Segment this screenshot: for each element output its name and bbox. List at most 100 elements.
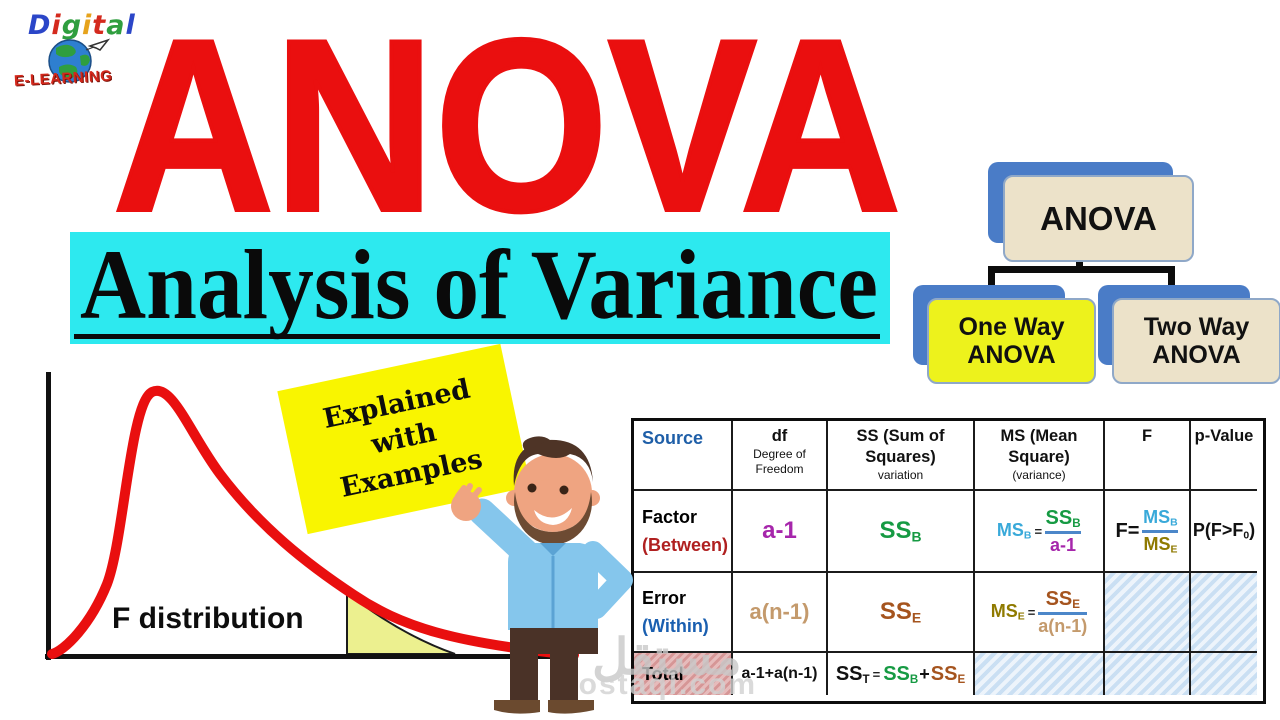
header-main: F bbox=[1141, 427, 1153, 445]
subtitle: Analysis of Variance bbox=[80, 229, 878, 340]
col-header-p: p-Value bbox=[1191, 421, 1257, 491]
equals: = bbox=[872, 666, 881, 682]
eye bbox=[559, 485, 569, 495]
cell-error-df: a(n-1) bbox=[733, 573, 828, 653]
main-title: ANOVA bbox=[111, 18, 903, 233]
plus-sign: + bbox=[919, 663, 930, 684]
flow-oneway-box: One Way ANOVA bbox=[927, 298, 1096, 384]
cell-error-ss: SSE bbox=[828, 573, 975, 653]
ms-lhs: MSE bbox=[990, 601, 1025, 623]
logo-letter: i bbox=[51, 10, 62, 41]
globe-icon bbox=[48, 38, 111, 83]
logo-letter: a bbox=[106, 10, 126, 41]
header-main: df bbox=[771, 427, 788, 445]
row-paren: (Between) bbox=[642, 534, 729, 555]
cell-factor-df: a-1 bbox=[733, 491, 828, 573]
flow-connector bbox=[988, 270, 995, 298]
equals: = bbox=[1027, 604, 1036, 620]
header-main: MS (Mean bbox=[1000, 427, 1078, 445]
equals: = bbox=[1034, 523, 1043, 539]
f-fraction: MSB MSE bbox=[1142, 506, 1179, 556]
cell-factor-f: F= MSB MSE bbox=[1105, 491, 1191, 573]
cell-error-ms: MSE = SSE a(n-1) bbox=[975, 573, 1105, 653]
logo-letter: t bbox=[92, 10, 107, 41]
f-distribution-label: F distribution bbox=[112, 602, 304, 635]
row-name: Error bbox=[642, 587, 687, 608]
logo-digital-text: Digital bbox=[28, 10, 136, 41]
fist-fingers bbox=[455, 483, 482, 499]
header-sub: Degree of bbox=[753, 446, 806, 461]
flow-connector bbox=[988, 266, 1175, 273]
numerator: SSE bbox=[1045, 587, 1080, 611]
df-value: a(n-1) bbox=[749, 599, 810, 624]
cartoon-man bbox=[451, 436, 633, 714]
watermark-latin: mostaql.com bbox=[550, 668, 758, 701]
akimbo-arm bbox=[582, 541, 633, 619]
fraction-bar bbox=[1142, 529, 1179, 533]
f-prefix: F= bbox=[1115, 519, 1140, 542]
cheeks bbox=[528, 479, 578, 511]
header-main: Squares) bbox=[865, 447, 936, 466]
df-value: a-1 bbox=[762, 517, 797, 544]
cell-total-p-empty bbox=[1191, 653, 1257, 695]
ms-fraction: SSB a-1 bbox=[1045, 506, 1082, 556]
ss-total-t1: SSB bbox=[883, 662, 919, 686]
eye bbox=[527, 483, 537, 493]
subtitle-text: Analysis of Variance bbox=[80, 232, 878, 340]
header-main: Square) bbox=[1008, 447, 1070, 466]
cell-total-f-empty bbox=[1105, 653, 1191, 695]
anova-summary-table: Source df Degree of Freedom SS (Sum of S… bbox=[631, 418, 1266, 704]
numerator: SSB bbox=[1045, 506, 1081, 530]
df-value: a-1+a(n-1) bbox=[741, 665, 818, 682]
flow-root-box: ANOVA bbox=[1003, 175, 1194, 262]
cell-total-ss: SST = SSB + SSE bbox=[828, 653, 975, 695]
ss-symbol: SSB bbox=[879, 517, 922, 545]
main-title-text: ANOVA bbox=[113, 18, 901, 233]
flow-root-label: ANOVA bbox=[1040, 199, 1157, 237]
row-paren: (Within) bbox=[642, 615, 709, 636]
flow-twoway-label: Two Way ANOVA bbox=[1143, 313, 1250, 369]
cell-total-ms-empty bbox=[975, 653, 1105, 695]
p-value-expression: P(F>F0) bbox=[1192, 520, 1256, 542]
flow-oneway-label: One Way ANOVA bbox=[958, 313, 1065, 369]
row-name: Total bbox=[642, 663, 684, 684]
cell-factor-ss: SSB bbox=[828, 491, 975, 573]
shoe bbox=[494, 700, 540, 714]
ss-total-lhs: SST bbox=[835, 662, 870, 686]
header-sub: variation bbox=[877, 467, 924, 482]
numerator: MSB bbox=[1143, 506, 1178, 529]
pants-right-leg bbox=[550, 650, 578, 700]
ss-symbol: SSE bbox=[879, 598, 922, 626]
col-header-df: df Degree of Freedom bbox=[733, 421, 828, 491]
logo-letter: i bbox=[82, 10, 93, 41]
cell-error-p-empty bbox=[1191, 573, 1257, 653]
row-error-label: Error (Within) bbox=[634, 573, 733, 653]
col-header-source: Source bbox=[634, 421, 733, 491]
flow-connector bbox=[1168, 270, 1175, 298]
col-header-f: F bbox=[1105, 421, 1191, 491]
flow-twoway-box: Two Way ANOVA bbox=[1112, 298, 1280, 384]
col-header-ss: SS (Sum of Squares) variation bbox=[828, 421, 975, 491]
ms-lhs: MSB bbox=[996, 520, 1032, 542]
watermark-arabic: مستقل bbox=[592, 629, 742, 685]
subtitle-highlight-band: Analysis of Variance bbox=[70, 229, 890, 344]
row-name: Factor bbox=[642, 506, 698, 527]
fraction-bar bbox=[1045, 530, 1082, 534]
shoe bbox=[548, 700, 594, 714]
denominator: MSE bbox=[1143, 533, 1178, 556]
row-factor-label: Factor (Between) bbox=[634, 491, 733, 573]
header-main: p-Value bbox=[1194, 427, 1254, 445]
cell-error-f-empty bbox=[1105, 573, 1191, 653]
subtitle-underline bbox=[74, 334, 880, 339]
cell-factor-ms: MSB = SSB a-1 bbox=[975, 491, 1105, 573]
y-axis bbox=[46, 372, 51, 660]
header-sub: (variance) bbox=[1012, 467, 1066, 482]
cell-total-df: a-1+a(n-1) bbox=[733, 653, 828, 695]
header-sub: Freedom bbox=[755, 462, 804, 477]
cell-factor-p: P(F>F0) bbox=[1191, 491, 1257, 573]
ss-total-t2: SSE bbox=[930, 662, 966, 686]
pants-left-leg bbox=[510, 650, 538, 700]
fraction-bar bbox=[1038, 611, 1088, 615]
logo-letter: l bbox=[125, 10, 136, 41]
